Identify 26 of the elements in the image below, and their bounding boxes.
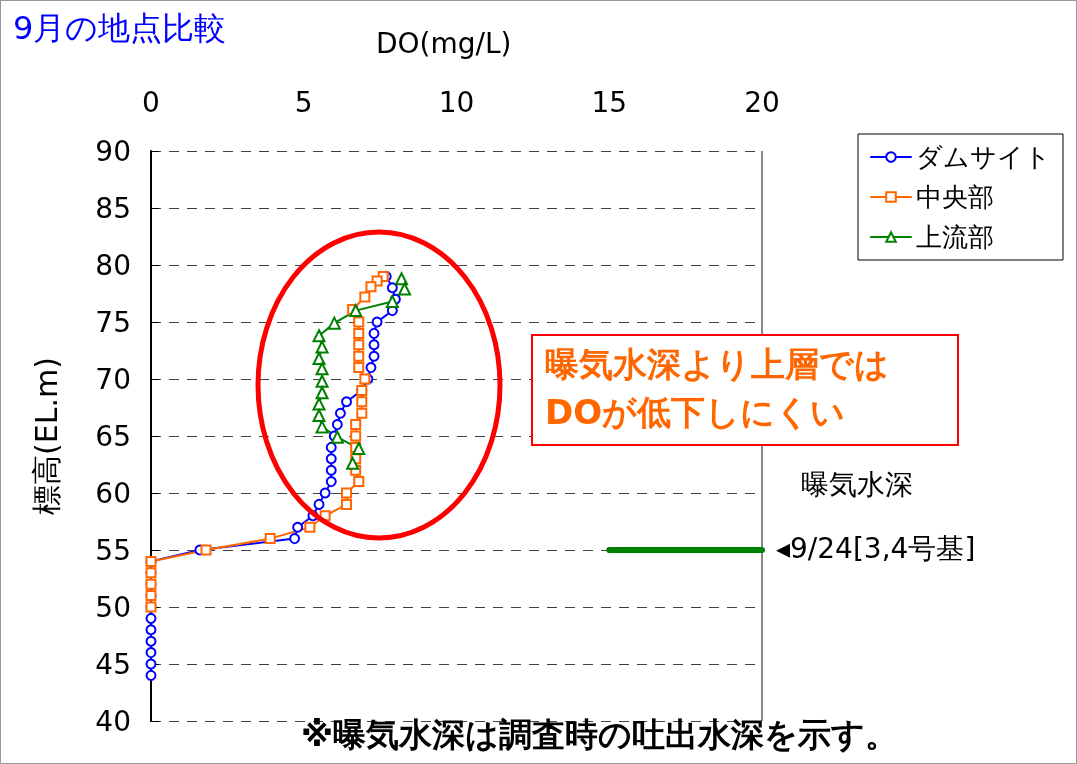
- y-tick-label: 85: [95, 191, 131, 225]
- y-tick-label: 40: [95, 704, 131, 738]
- text: 曝気水深: [801, 467, 913, 503]
- y-tick-label: 55: [95, 533, 131, 567]
- legend-label: ダムサイト: [916, 142, 1051, 172]
- annotation: 曝気水深より上層ではDOが低下しにくい: [531, 334, 959, 446]
- x-tick-label: 5: [294, 85, 313, 119]
- legend-label: 上流部: [916, 222, 994, 252]
- annotation: ◂9/24[3,4号基]: [776, 531, 976, 567]
- y-tick-label: 75: [95, 305, 131, 339]
- y-axis-title: 標高(EL.m): [27, 357, 65, 515]
- chart-title: 9月の地点比較: [13, 8, 227, 49]
- y-tick-label: 80: [95, 248, 131, 282]
- y-tick-label: 60: [95, 476, 131, 510]
- y-tick-label: 45: [95, 647, 131, 681]
- legend-label: 中央部: [916, 182, 994, 212]
- x-tick-label: 0: [142, 85, 160, 119]
- y-tick-label: 50: [95, 590, 131, 624]
- x-axis-title: DO(mg/L): [376, 27, 512, 60]
- x-tick-label: 15: [591, 85, 628, 119]
- annotation: ※曝気水深は調査時の吐出水深を示す。: [301, 714, 899, 756]
- y-tick-label: 70: [95, 362, 131, 396]
- x-tick-label: 20: [744, 85, 780, 119]
- y-tick-label: 90: [95, 134, 131, 168]
- x-tick-label: 10: [438, 85, 475, 119]
- y-tick-label: 65: [95, 419, 131, 453]
